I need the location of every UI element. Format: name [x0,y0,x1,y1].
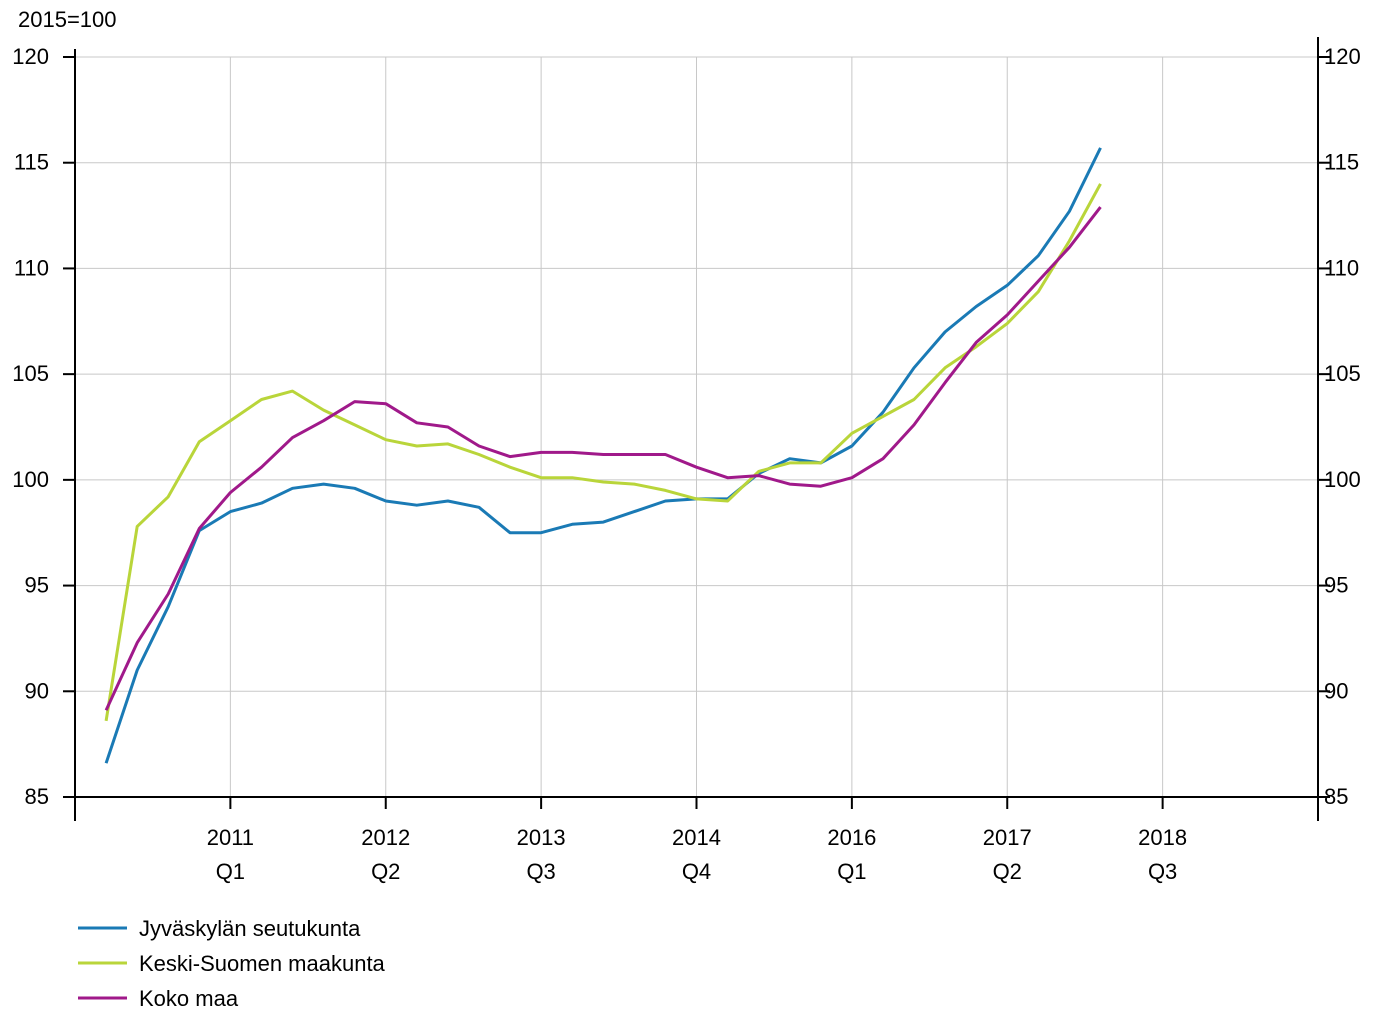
x-tick-label-quarter: Q2 [993,859,1022,884]
x-tick-label-quarter: Q3 [526,859,555,884]
y-tick-label-left: 90 [25,678,49,703]
y-tick-label-left: 110 [14,255,49,280]
y-tick-label-left: 85 [25,784,49,809]
y-tick-label-right: 85 [1324,784,1348,809]
x-tick-label-year: 2014 [672,825,721,850]
series-line-2 [104,183,1102,722]
y-tick-label-right: 100 [1324,467,1361,492]
unit-label: 2015=100 [18,7,117,32]
legend-label-1: Jyväskylän seutukunta [139,916,361,941]
legend-label-3: Koko maa [139,986,239,1010]
legend: Jyväskylän seutukunta Keski-Suomen maakun… [78,916,386,1010]
y-tick-label-left: 120 [12,44,49,69]
series-line-3 [104,206,1102,711]
x-tick-label-year: 2012 [361,825,410,850]
x-tick-label-quarter: Q3 [1148,859,1177,884]
y-tick-label-left: 100 [12,467,49,492]
y-tick-label-right: 95 [1324,573,1348,598]
x-tick-label-year: 2018 [1138,825,1187,850]
y-tick-label-left: 105 [12,361,49,386]
x-tick-label-year: 2017 [983,825,1032,850]
y-tick-label-right: 90 [1324,678,1348,703]
x-tick-label-year: 2013 [517,825,566,850]
x-tick-label-year: 2011 [207,825,254,850]
x-tick-label-quarter: Q1 [837,859,866,884]
y-tick-label-left: 115 [14,150,49,175]
x-tick-label-quarter: Q2 [371,859,400,884]
x-tick-label-quarter: Q1 [216,859,245,884]
y-tick-label-right: 105 [1324,361,1361,386]
legend-label-2: Keski-Suomen maakunta [139,951,386,976]
x-tick-label-quarter: Q4 [682,859,711,884]
y-tick-label-right: 110 [1324,255,1359,280]
series-line-1 [104,147,1102,764]
y-tick-label-right: 120 [1324,44,1361,69]
y-tick-label-left: 95 [25,573,49,598]
axis-ticks: 120 120 115 115 110 110 105 105 100 100 95 95 90 90 85… [12,44,1360,884]
x-tick-label-year: 2016 [827,825,876,850]
series-lines [104,147,1102,764]
y-tick-label-right: 115 [1324,150,1359,175]
grid-lines [75,56,1318,797]
